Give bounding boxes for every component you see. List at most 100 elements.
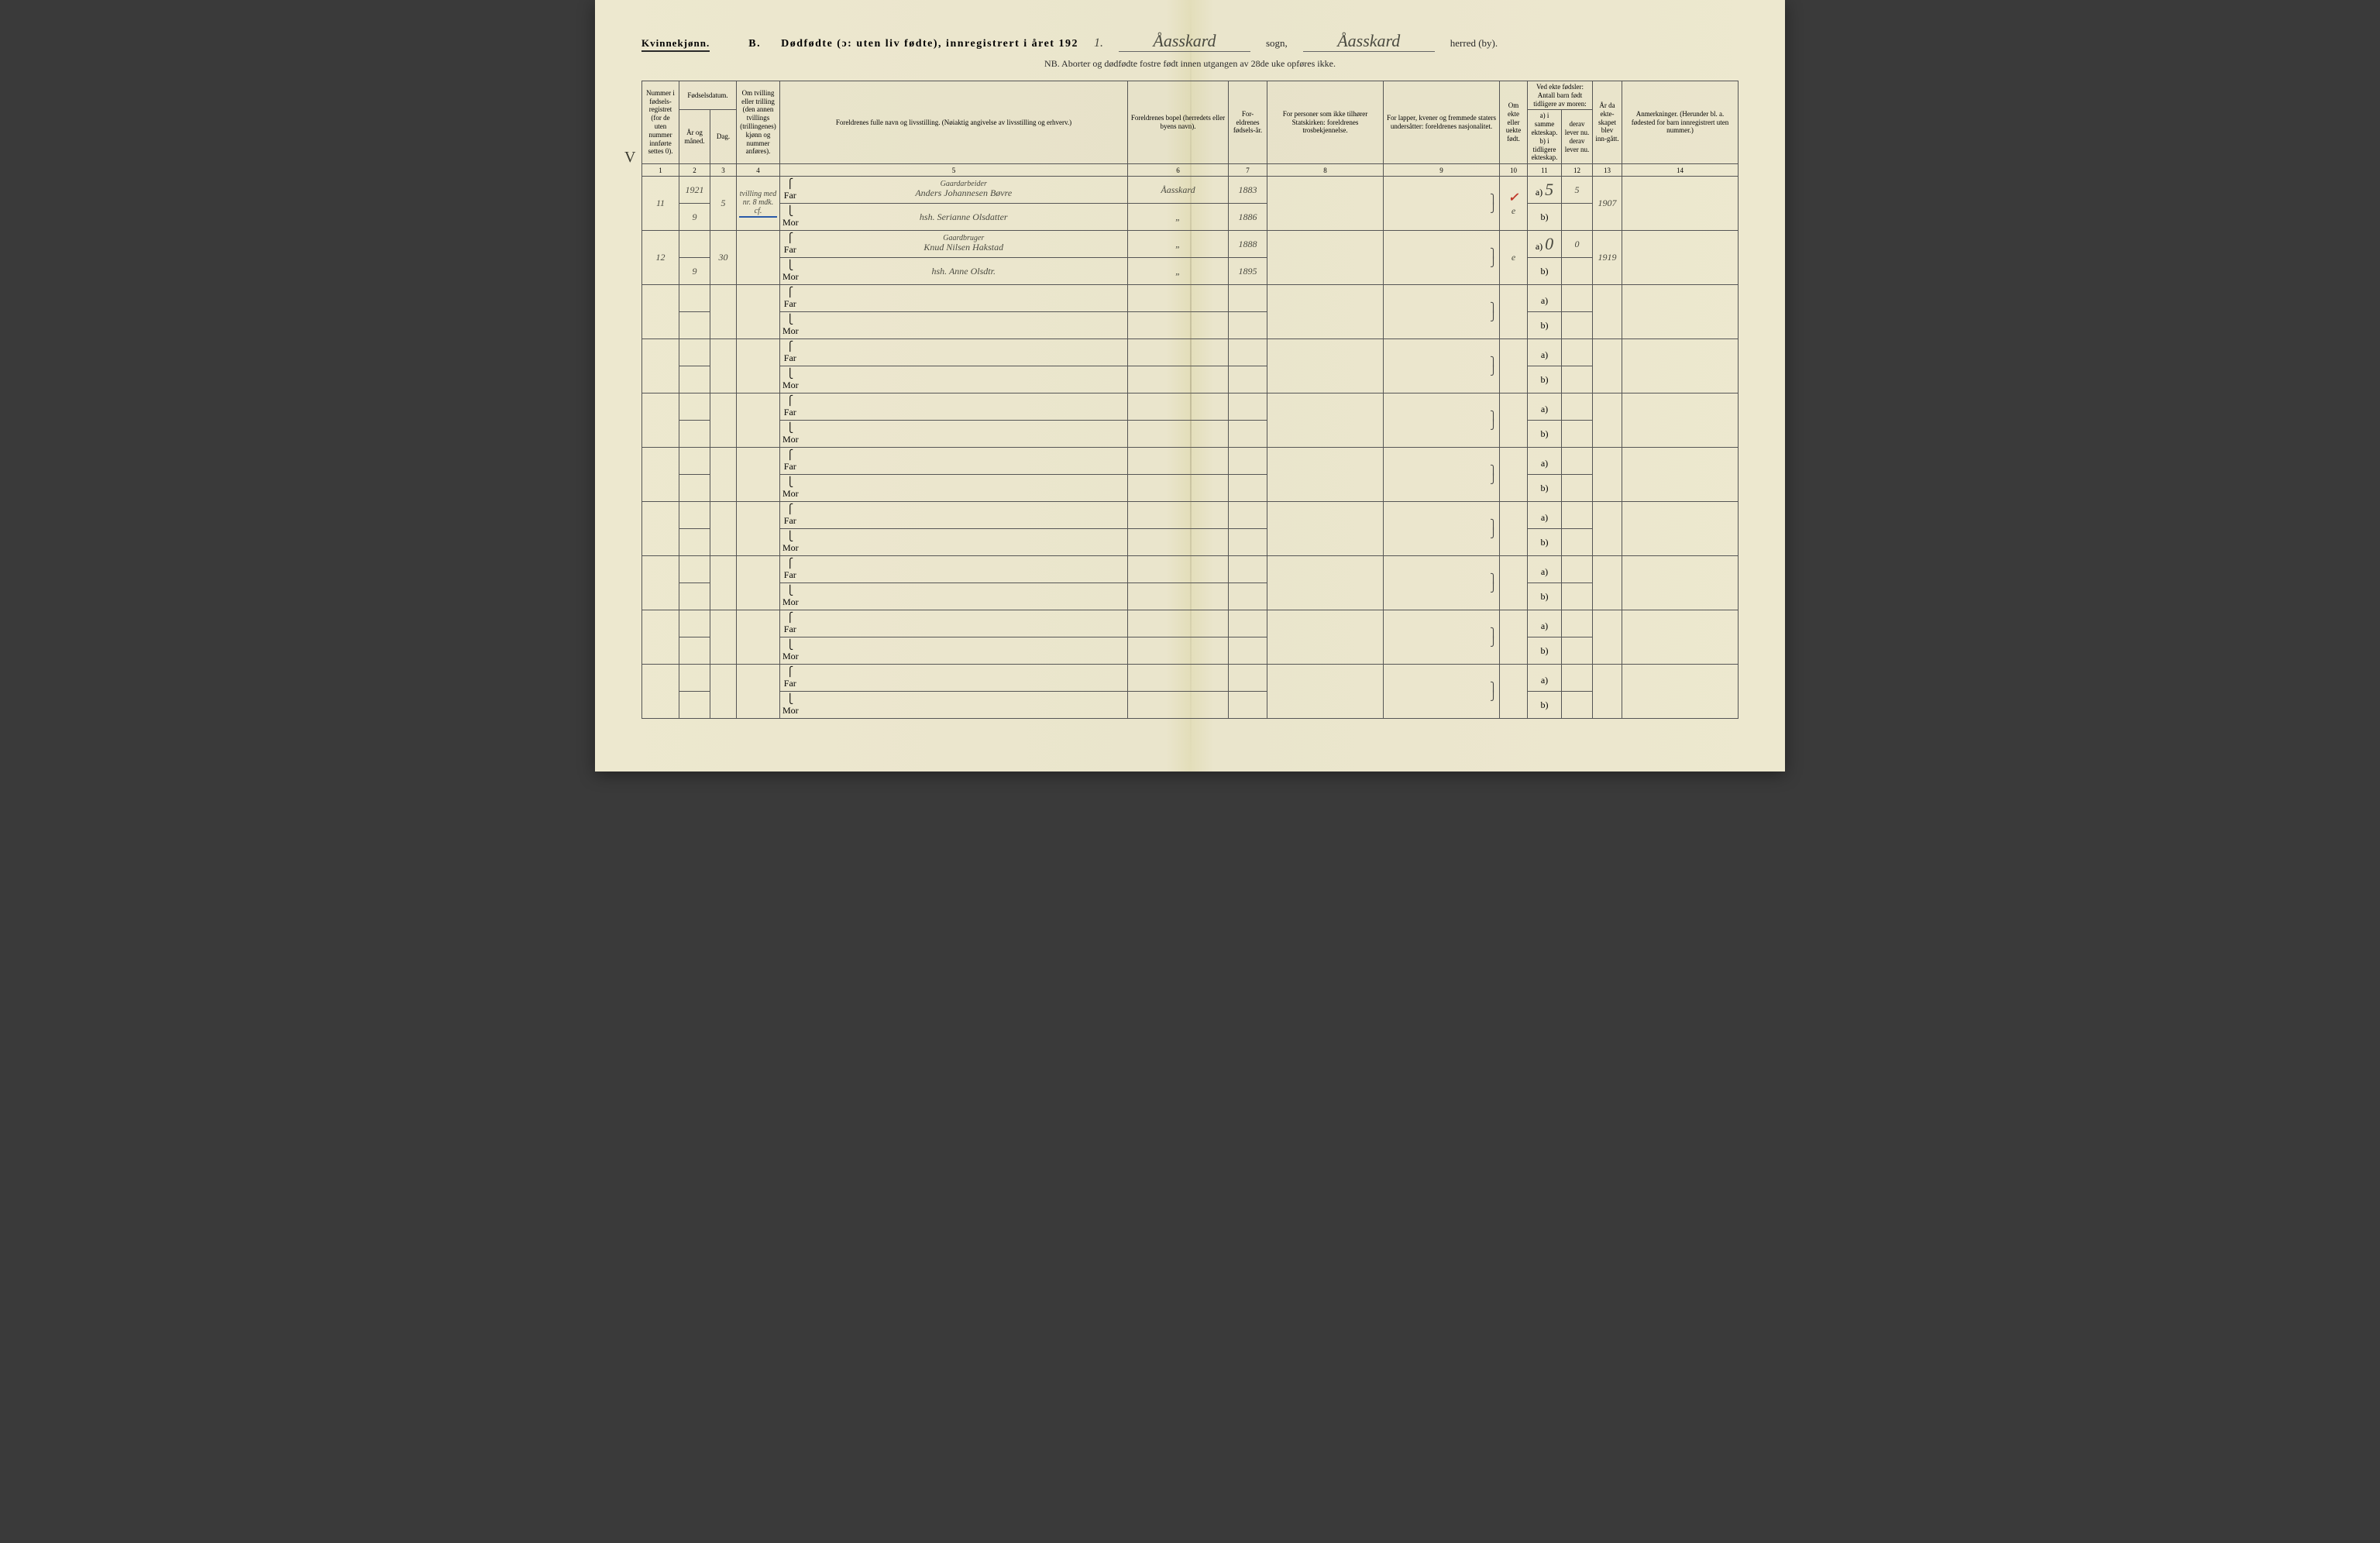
entry-a: a) 0 [1527,231,1561,258]
entry-nationality: ⎫⎭ [1383,556,1499,610]
entry-day [710,339,737,393]
entry-remarks [1622,177,1739,231]
entry-b-derav [1561,637,1592,665]
entry-ekte [1499,502,1527,556]
far-label: ⎧ Far [780,339,800,366]
register-table: Nummer i fødsels-registret (for de uten … [641,81,1739,719]
entry-a-derav [1561,448,1592,475]
mor-place: „ [1127,204,1228,231]
entry-a: a) 5 [1527,177,1561,204]
entry-a-derav [1561,502,1592,529]
entry-remarks [1622,556,1739,610]
entry-marriage-year: 1919 [1593,231,1622,285]
far-name [800,448,1128,475]
entry-twin [737,665,780,719]
far-label: ⎧ Far [780,393,800,421]
mor-place [1127,529,1228,556]
entry-nationality: ⎫⎭ [1383,393,1499,448]
entry-marriage-year [1593,448,1622,502]
entry-a: a) [1527,448,1561,475]
entry-religion [1267,177,1383,231]
mor-label: ⎩ Mor [780,529,800,556]
entry-mor-row: ⎩ Morb) [642,475,1739,502]
far-place [1127,556,1228,583]
entry-marriage-year [1593,285,1622,339]
col9-header: For lapper, kvener og fremmede staters u… [1383,81,1499,164]
entry-far-row: 1230⎧ FarGaardbrugerKnud Nilsen Hakstad„… [642,231,1739,258]
entry-number [642,393,679,448]
entry-year [679,610,710,637]
far-place [1127,610,1228,637]
entry-far-row: ⎧ Far⎫⎭a) [642,339,1739,366]
entry-month [679,637,710,665]
year-handwritten: 1. [1094,36,1103,50]
entry-day [710,502,737,556]
entry-a-derav [1561,393,1592,421]
mor-place: „ [1127,258,1228,285]
entry-religion [1267,556,1383,610]
entry-month [679,421,710,448]
entry-day [710,448,737,502]
mor-birth [1228,692,1267,719]
far-name [800,502,1128,529]
entry-ekte: e [1499,231,1527,285]
entry-nationality: ⎫⎭ [1383,448,1499,502]
mor-label: ⎩ Mor [780,366,800,393]
entry-far-row: ⎧ Far⎫⎭a) [642,448,1739,475]
col14-header: Anmerkninger. (Herunder bl. a. fødested … [1622,81,1739,164]
entry-a-derav [1561,285,1592,312]
mor-label: ⎩ Mor [780,258,800,285]
entry-nationality: ⎫⎭ [1383,339,1499,393]
entry-marriage-year [1593,665,1622,719]
entry-ekte [1499,448,1527,502]
entry-marriage-year [1593,556,1622,610]
entry-ekte [1499,393,1527,448]
far-birth [1228,610,1267,637]
margin-check-mark: V [624,149,635,167]
entry-a: a) [1527,502,1561,529]
entry-remarks [1622,231,1739,285]
mor-name: hsh. Anne Olsdtr. [800,258,1128,285]
col2a-header: År og måned. [679,110,710,164]
far-birth [1228,393,1267,421]
entry-b-derav [1561,258,1592,285]
entry-a: a) [1527,665,1561,692]
far-birth: 1888 [1228,231,1267,258]
entry-twin [737,502,780,556]
entry-day [710,285,737,339]
col4-header: Om tvilling eller trilling (den annen tv… [737,81,780,164]
col11-header-top: Ved ekte fødsler: Antall barn født tidli… [1527,81,1592,110]
far-name [800,556,1128,583]
page-title: Dødfødte (ɔ: uten liv fødte), innregistr… [781,38,1078,50]
far-label: ⎧ Far [780,177,800,204]
mor-birth: 1886 [1228,204,1267,231]
entry-ekte [1499,665,1527,719]
far-place [1127,285,1228,312]
entry-ekte [1499,285,1527,339]
entry-b: b) [1527,637,1561,665]
entry-b: b) [1527,421,1561,448]
mor-place [1127,312,1228,339]
far-label: ⎧ Far [780,556,800,583]
entry-remarks [1622,339,1739,393]
far-place: „ [1127,231,1228,258]
entry-remarks [1622,502,1739,556]
herred-label: herred (by). [1450,37,1498,50]
column-number-row: 1 2 3 4 5 6 7 8 9 10 11 12 13 14 [642,164,1739,177]
entry-a-derav [1561,610,1592,637]
entry-year [679,665,710,692]
far-birth [1228,339,1267,366]
entry-month [679,475,710,502]
entry-month: 9 [679,204,710,231]
entry-day [710,393,737,448]
entry-month [679,366,710,393]
entry-marriage-year [1593,339,1622,393]
col6-header: Foreldrenes bopel (herredets eller byens… [1127,81,1228,164]
entry-a: a) [1527,556,1561,583]
far-label: ⎧ Far [780,502,800,529]
entry-b: b) [1527,692,1561,719]
entry-ekte [1499,556,1527,610]
entry-remarks [1622,665,1739,719]
entry-year [679,339,710,366]
entry-twin [737,339,780,393]
